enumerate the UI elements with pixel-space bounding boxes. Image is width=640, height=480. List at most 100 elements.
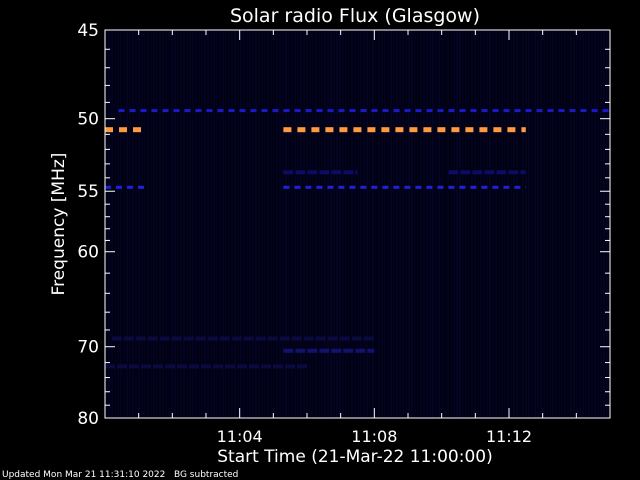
band-segment (437, 109, 444, 113)
background-texture-column (408, 30, 410, 418)
band-segment (493, 127, 502, 133)
band-segment (459, 109, 466, 113)
band-segment (272, 109, 279, 113)
band-segment (331, 170, 342, 175)
background-texture-column (582, 30, 584, 418)
background-texture-column (354, 30, 356, 418)
background-texture-column (255, 30, 257, 418)
band-segment (381, 127, 390, 133)
background-texture-column (108, 30, 110, 418)
emission-band (448, 170, 526, 175)
band-segment (249, 364, 259, 369)
band-segment (294, 109, 301, 113)
y-tick-label: 50 (77, 110, 99, 130)
background-texture-column (462, 30, 464, 418)
band-segment (558, 109, 565, 113)
background-texture-column (177, 30, 179, 418)
band-segment (225, 364, 235, 369)
band-segment (547, 109, 554, 113)
background-texture-column (360, 30, 362, 418)
background-texture-column (321, 30, 323, 418)
band-segment (465, 127, 474, 133)
band-segment (315, 336, 326, 341)
band-segment (404, 109, 411, 113)
x-tick-label: 11:04 (217, 427, 263, 446)
band-segment (201, 364, 211, 369)
band-segment (165, 364, 175, 369)
y-tick-label: 55 (77, 182, 99, 202)
plot-background (105, 30, 610, 418)
background-texture-column (531, 30, 533, 418)
background-texture-column (183, 30, 185, 418)
background-texture-column (558, 30, 560, 418)
background-texture-column (285, 30, 287, 418)
band-segment (470, 185, 477, 189)
band-segment (105, 127, 113, 133)
background-texture-column (327, 30, 329, 418)
background-texture-column (528, 30, 530, 418)
band-segment (484, 170, 495, 175)
background-texture-column (546, 30, 548, 418)
band-segment (159, 336, 170, 341)
band-segment (228, 109, 235, 113)
band-segment (580, 109, 587, 113)
background-texture-column (453, 30, 455, 418)
background-texture-column (348, 30, 350, 418)
background-texture-column (567, 30, 569, 418)
background-texture-column (489, 30, 491, 418)
background-texture-column (345, 30, 347, 418)
background-texture-column (105, 30, 107, 418)
band-segment (367, 348, 375, 353)
band-segment (360, 109, 367, 113)
background-texture-column (186, 30, 188, 418)
y-tick-label: 45 (77, 21, 99, 41)
background-texture-column (159, 30, 161, 418)
band-segment (283, 109, 290, 113)
band-segment (451, 127, 460, 133)
background-texture-column (492, 30, 494, 418)
background-texture-column (231, 30, 233, 418)
band-segment (183, 336, 194, 341)
background-texture-column (282, 30, 284, 418)
background-texture-column (471, 30, 473, 418)
band-segment (327, 185, 334, 189)
background-texture-column (423, 30, 425, 418)
background-texture-column (162, 30, 164, 418)
band-segment (206, 109, 213, 113)
background-texture-column (477, 30, 479, 418)
band-segment (382, 109, 389, 113)
background-texture-column (579, 30, 581, 418)
band-segment (602, 109, 609, 113)
background-texture-column (495, 30, 497, 418)
background-texture-column (474, 30, 476, 418)
band-segment (207, 336, 218, 341)
band-segment (127, 185, 133, 189)
x-tick-label: 11:12 (486, 427, 532, 446)
emission-band (283, 127, 526, 133)
band-segment (162, 109, 169, 113)
background-texture-column (273, 30, 275, 418)
background-texture-column (402, 30, 404, 418)
background-texture-column (210, 30, 212, 418)
emission-band (105, 127, 141, 133)
background-texture-column (315, 30, 317, 418)
band-segment (514, 185, 521, 189)
band-segment (367, 127, 376, 133)
background-texture-column (456, 30, 458, 418)
band-segment (129, 109, 136, 113)
background-texture-column (270, 30, 272, 418)
background-texture-column (126, 30, 128, 418)
band-segment (382, 185, 389, 189)
background-texture-column (600, 30, 602, 418)
band-segment (153, 364, 163, 369)
background-texture-column (207, 30, 209, 418)
band-segment (261, 109, 268, 113)
background-texture-column (258, 30, 260, 418)
band-segment (105, 185, 111, 189)
background-texture-column (369, 30, 371, 418)
background-texture-column (243, 30, 245, 418)
background-texture-column (549, 30, 551, 418)
background-texture-column (216, 30, 218, 418)
band-segment (111, 336, 122, 341)
background-texture-column (180, 30, 182, 418)
